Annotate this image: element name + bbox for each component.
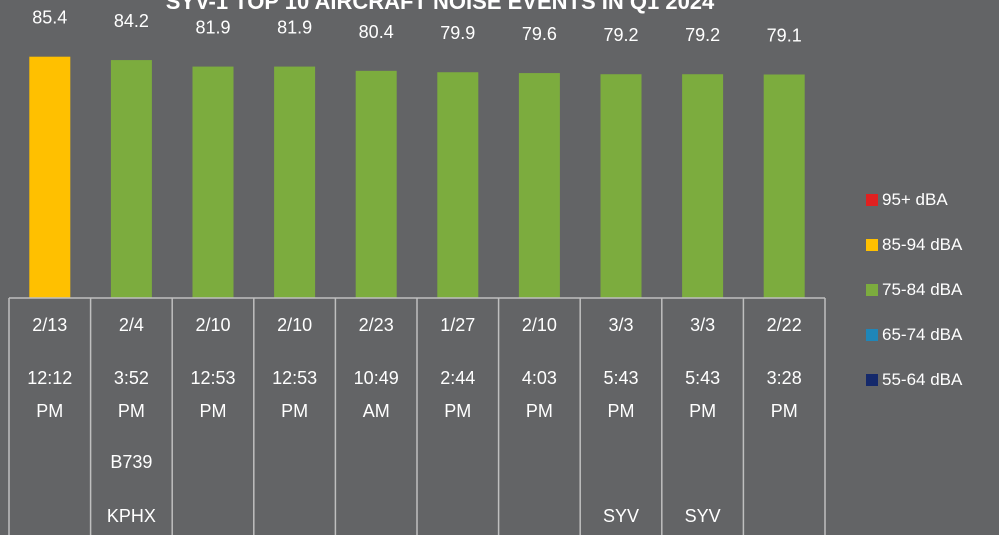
legend-swatch	[866, 373, 878, 386]
table-cell: 10:49	[354, 368, 399, 388]
table-cell: 2/10	[195, 315, 230, 335]
bar-value-label: 85.4	[32, 8, 67, 28]
table-cell: 2/22	[767, 315, 802, 335]
bar-value-label: 79.2	[685, 25, 720, 45]
table-cell: SYV	[685, 506, 721, 526]
bar-9	[682, 74, 724, 298]
bar-7	[518, 73, 560, 299]
bar-value-label: 79.6	[522, 24, 557, 44]
bar-1	[29, 56, 71, 299]
table-cell: KPHX	[107, 506, 156, 526]
table-cell: 12:12	[27, 368, 72, 388]
table-cell: 1/27	[440, 315, 475, 335]
bar-value-label: 79.2	[603, 25, 638, 45]
legend-item: 95+ dBA	[866, 177, 962, 222]
bar-value-label: 79.9	[440, 23, 475, 43]
legend: 95+ dBA 85-94 dBA 75-84 dBA 65-74 dBA 55-64 …	[866, 177, 962, 402]
table-cell: 12:53	[190, 368, 235, 388]
table-cell: 2/23	[359, 315, 394, 335]
table-cell: 2:44	[440, 368, 475, 388]
table-cell: PM	[118, 401, 145, 421]
bar-value-label: 80.4	[359, 22, 394, 42]
table-cell: PM	[281, 401, 308, 421]
table-cell: AM	[363, 401, 390, 421]
table-cell: 2/10	[277, 315, 312, 335]
table-cell: 3:28	[767, 368, 802, 388]
bar-4	[274, 66, 316, 298]
table-cell: 2/13	[32, 315, 67, 335]
legend-label: 85-94 dBA	[882, 234, 963, 254]
table-cell: SYV	[603, 506, 639, 526]
legend-swatch	[866, 193, 878, 206]
bar-6	[437, 72, 479, 298]
bar-2	[110, 60, 152, 299]
bar-8	[600, 74, 642, 298]
table-cell: PM	[526, 401, 553, 421]
table-cell: 12:53	[272, 368, 317, 388]
bar-value-label: 79.1	[767, 25, 802, 45]
legend-item: 55-64 dBA	[866, 357, 962, 402]
table-cell: PM	[200, 401, 227, 421]
legend-label: 55-64 dBA	[882, 369, 963, 389]
table-cell: 5:43	[685, 368, 720, 388]
table-cell: PM	[444, 401, 471, 421]
legend-item: 85-94 dBA	[866, 222, 962, 267]
legend-swatch	[866, 328, 878, 341]
table-cell: 2/4	[119, 315, 144, 335]
bar-5	[355, 70, 397, 298]
legend-item: 75-84 dBA	[866, 267, 962, 312]
table-cell: PM	[608, 401, 635, 421]
legend-label: 95+ dBA	[882, 189, 948, 209]
table-cell: 5:43	[603, 368, 638, 388]
legend-swatch	[866, 238, 878, 251]
chart-title: SYV-1 TOP 10 AIRCRAFT NOISE EVENTS IN Q1…	[165, 0, 715, 14]
table-cell: 3/3	[608, 315, 633, 335]
legend-swatch	[866, 283, 878, 296]
legend-label: 65-74 dBA	[882, 324, 963, 344]
table-cell: 3/3	[690, 315, 715, 335]
bar-10	[763, 74, 805, 298]
bar-value-label: 84.2	[114, 11, 149, 31]
legend-item: 65-74 dBA	[866, 312, 962, 357]
bar-3	[192, 66, 234, 298]
table-cell: PM	[36, 401, 63, 421]
bar-value-label: 81.9	[277, 18, 312, 38]
legend-label: 75-84 dBA	[882, 279, 963, 299]
bar-value-label: 81.9	[195, 18, 230, 38]
table-cell: PM	[689, 401, 716, 421]
table-cell: 2/10	[522, 315, 557, 335]
table-cell: 3:52	[114, 368, 149, 388]
table-cell: B739	[110, 452, 152, 472]
table-cell: 4:03	[522, 368, 557, 388]
table-cell: PM	[771, 401, 798, 421]
